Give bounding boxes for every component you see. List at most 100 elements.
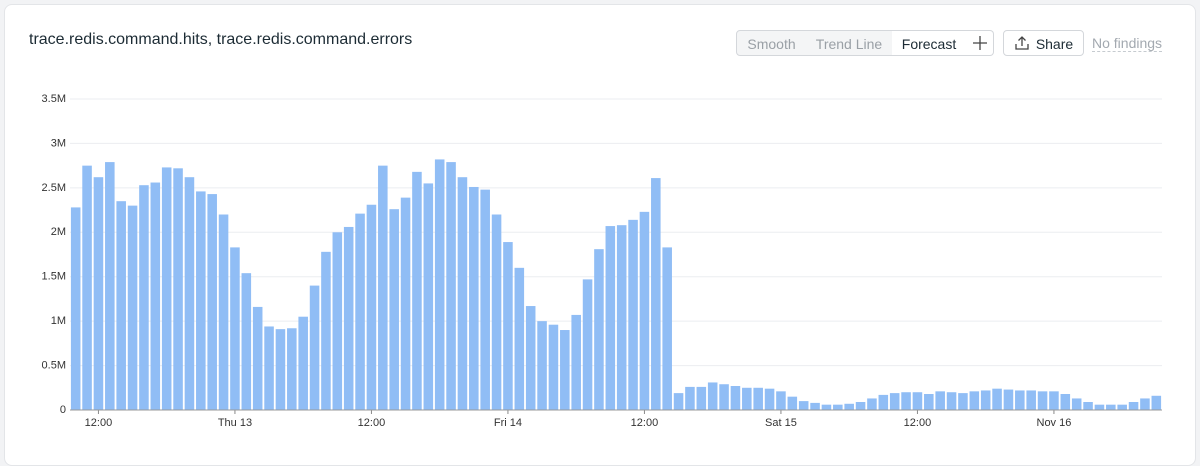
y-tick-label: 0.5M bbox=[42, 359, 66, 371]
smooth-button[interactable]: Smooth bbox=[736, 30, 807, 56]
bar bbox=[298, 316, 308, 410]
bar bbox=[241, 273, 252, 410]
bar bbox=[548, 324, 559, 410]
bar bbox=[924, 394, 934, 410]
bar bbox=[628, 219, 638, 410]
bar bbox=[1151, 395, 1162, 410]
bar bbox=[560, 330, 570, 410]
bar bbox=[969, 391, 980, 410]
bar bbox=[127, 205, 138, 410]
bar bbox=[332, 232, 343, 410]
bar bbox=[184, 177, 195, 410]
bar bbox=[264, 326, 274, 410]
bar bbox=[685, 386, 695, 410]
bar bbox=[787, 396, 798, 410]
bar bbox=[833, 404, 843, 410]
forecast-button[interactable]: Forecast bbox=[892, 30, 967, 56]
bar bbox=[742, 387, 752, 410]
bar bbox=[1015, 390, 1025, 410]
bar bbox=[93, 177, 104, 410]
bar bbox=[355, 213, 365, 410]
bar bbox=[1003, 389, 1014, 410]
bar bbox=[958, 393, 968, 410]
trend-line-button[interactable]: Trend Line bbox=[806, 30, 893, 56]
bar bbox=[116, 201, 126, 410]
bar bbox=[1049, 391, 1059, 410]
bar bbox=[992, 388, 1002, 410]
bar bbox=[1026, 390, 1036, 410]
bar bbox=[605, 226, 616, 410]
bar bbox=[1117, 404, 1127, 410]
bar bbox=[196, 191, 206, 410]
bar bbox=[662, 247, 672, 410]
bar bbox=[753, 387, 763, 410]
bar bbox=[901, 392, 911, 410]
bar bbox=[378, 165, 388, 410]
bar bbox=[446, 162, 456, 410]
bar bbox=[571, 314, 581, 410]
bar bbox=[366, 204, 377, 410]
y-tick-label: 0 bbox=[60, 404, 66, 416]
bar bbox=[776, 391, 786, 410]
bar bbox=[537, 321, 547, 410]
bar bbox=[946, 392, 957, 410]
bar bbox=[980, 390, 991, 410]
x-tick-label: Nov 16 bbox=[1037, 417, 1072, 429]
add-button[interactable] bbox=[966, 30, 994, 56]
bar bbox=[161, 167, 172, 410]
bar bbox=[480, 189, 490, 410]
bar bbox=[423, 183, 434, 410]
bar bbox=[651, 178, 661, 410]
bar bbox=[173, 168, 183, 410]
y-tick-label: 1.5M bbox=[42, 271, 66, 283]
bar bbox=[139, 185, 149, 410]
bar bbox=[639, 211, 650, 410]
bar bbox=[1037, 391, 1048, 410]
y-tick-label: 1M bbox=[51, 315, 66, 327]
bar bbox=[1128, 402, 1139, 410]
bar bbox=[867, 398, 877, 410]
findings-status[interactable]: No findings bbox=[1092, 35, 1163, 52]
x-tick-label: Fri 14 bbox=[494, 417, 522, 429]
bar bbox=[582, 279, 593, 410]
bar bbox=[616, 225, 627, 410]
chart: 0 0.5M 1M 1.5M 2M 2.5M 3M 3.5M 12:00 Thu 13 12:00 F… bbox=[42, 93, 1162, 429]
plus-icon bbox=[972, 36, 987, 50]
bar bbox=[594, 249, 604, 410]
share-icon bbox=[1015, 36, 1029, 50]
bar bbox=[1060, 394, 1071, 410]
bar bbox=[105, 162, 115, 410]
bar bbox=[1094, 404, 1105, 410]
bar bbox=[400, 197, 411, 410]
bar bbox=[412, 171, 422, 410]
y-tick-label: 2M bbox=[51, 226, 66, 238]
bar bbox=[719, 384, 729, 410]
bar bbox=[287, 328, 297, 410]
bar bbox=[150, 182, 161, 410]
bar bbox=[798, 401, 809, 410]
bar bbox=[810, 402, 820, 410]
bar bbox=[821, 404, 832, 410]
bar bbox=[696, 386, 707, 410]
bar bbox=[855, 402, 866, 410]
bar bbox=[912, 392, 923, 410]
bar bbox=[275, 329, 286, 410]
bar bbox=[707, 382, 718, 410]
x-tick-label: 12:00 bbox=[904, 417, 932, 429]
share-button[interactable]: Share bbox=[1003, 30, 1084, 56]
x-tick-label: 12:00 bbox=[85, 417, 113, 429]
bar bbox=[434, 159, 445, 410]
chart-title: trace.redis.command.hits, trace.redis.co… bbox=[29, 31, 413, 48]
bar bbox=[469, 186, 479, 410]
x-tick-label: 12:00 bbox=[358, 417, 386, 429]
x-tick-label: Sat 15 bbox=[765, 417, 797, 429]
bar bbox=[514, 267, 525, 410]
y-tick-label: 2.5M bbox=[42, 182, 66, 194]
bar bbox=[889, 393, 900, 410]
x-tick-label: 12:00 bbox=[631, 417, 659, 429]
bar bbox=[935, 391, 945, 410]
y-tick-label: 3M bbox=[51, 137, 66, 149]
bar bbox=[1083, 402, 1093, 410]
bar bbox=[503, 242, 513, 410]
bar bbox=[218, 214, 229, 410]
